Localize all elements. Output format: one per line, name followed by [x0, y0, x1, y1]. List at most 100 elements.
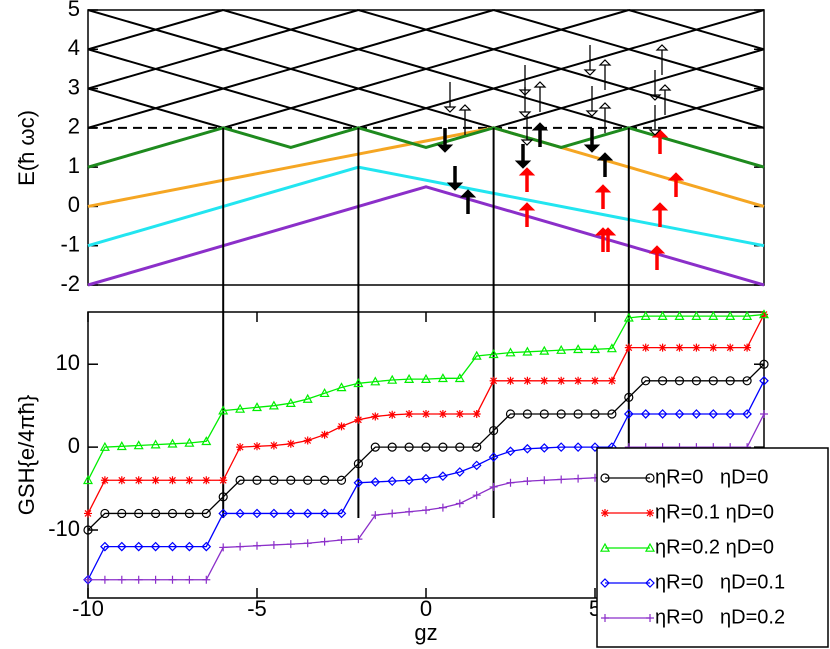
marker	[201, 436, 212, 446]
marker	[303, 475, 313, 485]
marker	[708, 376, 718, 386]
series-line	[87, 313, 765, 481]
marker	[726, 343, 735, 352]
marker	[201, 541, 212, 552]
marker	[185, 476, 194, 485]
marker	[354, 415, 363, 424]
marker	[168, 575, 177, 584]
spin-arrow-head	[583, 144, 601, 153]
marker	[387, 442, 397, 452]
marker	[725, 409, 736, 419]
series-line	[493, 9, 765, 90]
marker	[303, 436, 312, 445]
marker	[219, 543, 228, 552]
marker	[539, 443, 550, 453]
x-tick-label: 0	[420, 596, 432, 621]
x-tick-label: -10	[72, 596, 104, 621]
y-tick-label: 2	[68, 114, 80, 139]
marker	[590, 409, 600, 419]
marker	[489, 482, 498, 491]
marker	[759, 359, 769, 369]
series-line	[628, 9, 765, 51]
marker	[100, 575, 109, 584]
marker	[658, 343, 667, 352]
series-line	[358, 9, 765, 129]
marker	[657, 310, 668, 320]
marker	[624, 392, 634, 402]
marker	[420, 373, 432, 383]
marker	[455, 409, 464, 418]
spin-arrow-head	[594, 184, 612, 193]
marker	[606, 343, 617, 353]
marker	[472, 409, 481, 418]
marker	[269, 540, 278, 549]
spin-arrow-head	[667, 172, 685, 181]
series-line	[87, 185, 765, 287]
marker	[405, 409, 414, 418]
marker	[134, 575, 143, 584]
spin-arrow-head	[596, 152, 614, 161]
marker	[202, 575, 211, 584]
marker	[657, 409, 668, 419]
marker	[100, 508, 110, 519]
marker	[540, 476, 549, 485]
marker	[100, 541, 110, 552]
marker	[438, 503, 447, 512]
marker	[708, 310, 719, 320]
marker	[235, 508, 245, 519]
marker	[505, 409, 516, 419]
marker	[760, 409, 768, 418]
legend-marker	[645, 473, 655, 483]
marker	[573, 442, 583, 452]
marker	[337, 535, 346, 544]
marker	[539, 345, 550, 355]
y-tick-label: -1	[60, 232, 80, 257]
marker	[556, 442, 567, 452]
marker	[116, 541, 127, 552]
marker	[557, 475, 566, 484]
spin-arrow-head	[658, 84, 672, 91]
marker	[151, 575, 160, 584]
spin-arrow-head	[585, 110, 599, 117]
marker	[422, 506, 430, 515]
y-tick-label: -2	[60, 271, 80, 296]
marker	[758, 309, 770, 319]
marker	[574, 376, 583, 385]
marker	[219, 476, 228, 485]
series-line	[87, 9, 494, 129]
marker	[556, 344, 567, 354]
marker	[253, 442, 261, 451]
marker	[438, 442, 448, 452]
marker	[133, 440, 144, 450]
marker	[184, 437, 195, 447]
spin-arrow-head	[443, 106, 457, 113]
legend-marker	[599, 542, 611, 552]
marker	[455, 499, 464, 508]
series-line	[87, 48, 359, 129]
marker	[168, 476, 177, 485]
marker	[387, 476, 398, 486]
spin-arrow-head	[648, 129, 662, 136]
marker	[253, 541, 261, 550]
marker	[302, 393, 313, 403]
y-tick-label: -10	[48, 516, 80, 541]
marker	[742, 310, 753, 320]
series-line	[87, 87, 224, 129]
top-frame	[87, 9, 765, 286]
marker	[353, 378, 364, 388]
marker	[285, 508, 296, 519]
legend-label: ηR=0.1 ηD=0	[655, 501, 774, 523]
marker	[99, 441, 110, 451]
spin-arrow-head	[655, 44, 669, 51]
legend-label: ηR=0 ηD=0	[655, 466, 768, 488]
marker	[202, 476, 211, 485]
marker	[759, 375, 769, 386]
marker	[150, 439, 161, 449]
marker	[100, 476, 109, 485]
legend-label: ηR=0.2 ηD=0	[655, 536, 774, 558]
marker	[252, 508, 262, 519]
spin-arrow-head	[514, 160, 532, 169]
marker	[691, 409, 702, 419]
y-tick-label: 1	[68, 153, 80, 178]
marker	[574, 474, 583, 483]
